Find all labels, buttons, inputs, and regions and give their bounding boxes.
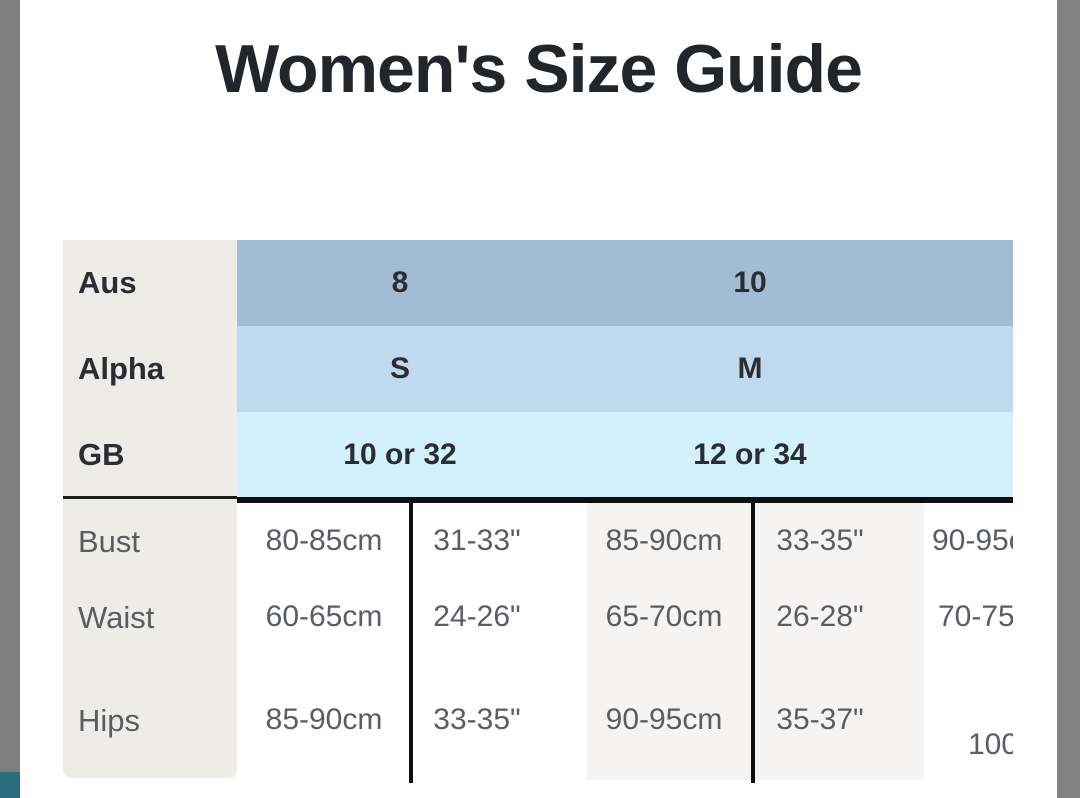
gb-row-band [237,412,1013,497]
hips-cm-s: 85-90cm [265,703,383,736]
row-label-alpha: Alpha [78,351,165,386]
alpha-size-2: M [737,352,763,385]
bust-cm-l-truncated: 90-95cm [932,524,1013,557]
alpha-size-1: S [389,352,410,385]
size-m-column-background [587,503,924,780]
alpha-row-band [237,326,1013,412]
column-divider-1 [409,497,413,783]
waist-cm-m: 65-70cm [605,600,723,633]
header-divider-thin [63,496,237,499]
row-label-gb: GB [78,437,125,472]
row-label-waist: Waist [78,600,155,635]
row-label-aus: Aus [78,265,137,300]
hips-cm-l-truncated: 100-105cm [968,728,1013,761]
bust-in-m: 33-35" [776,524,864,557]
waist-in-m: 26-28" [776,600,864,633]
aus-size-1: 8 [391,266,409,299]
gb-size-2: 12 or 34 [693,438,807,471]
page-title: Women's Size Guide [215,31,863,107]
row-label-hips: Hips [78,703,141,738]
hips-in-s: 33-35" [433,703,521,736]
column-divider-2 [751,497,755,783]
waist-in-s: 24-26" [433,600,521,633]
header-divider-thick [237,497,1013,503]
right-edge-bar [1057,0,1080,798]
row-label-column-background [63,240,237,778]
size-guide-table: Aus Alpha GB 8 10 S M 10 or 32 12 or 34 … [63,240,1013,785]
teal-accent-block [0,772,20,798]
bust-cm-s: 80-85cm [265,524,383,557]
waist-cm-s: 60-65cm [265,600,383,633]
aus-size-2: 10 [733,266,767,299]
hips-in-m: 35-37" [776,703,864,736]
aus-row-band [237,240,1013,326]
waist-cm-l-truncated: 70-75cm [938,600,1013,633]
gb-size-1: 10 or 32 [343,438,457,471]
row-label-bust: Bust [78,524,141,559]
bust-cm-m: 85-90cm [605,524,723,557]
bust-in-s: 31-33" [433,524,521,557]
left-edge-bar [0,0,20,772]
hips-cm-m: 90-95cm [605,703,723,736]
